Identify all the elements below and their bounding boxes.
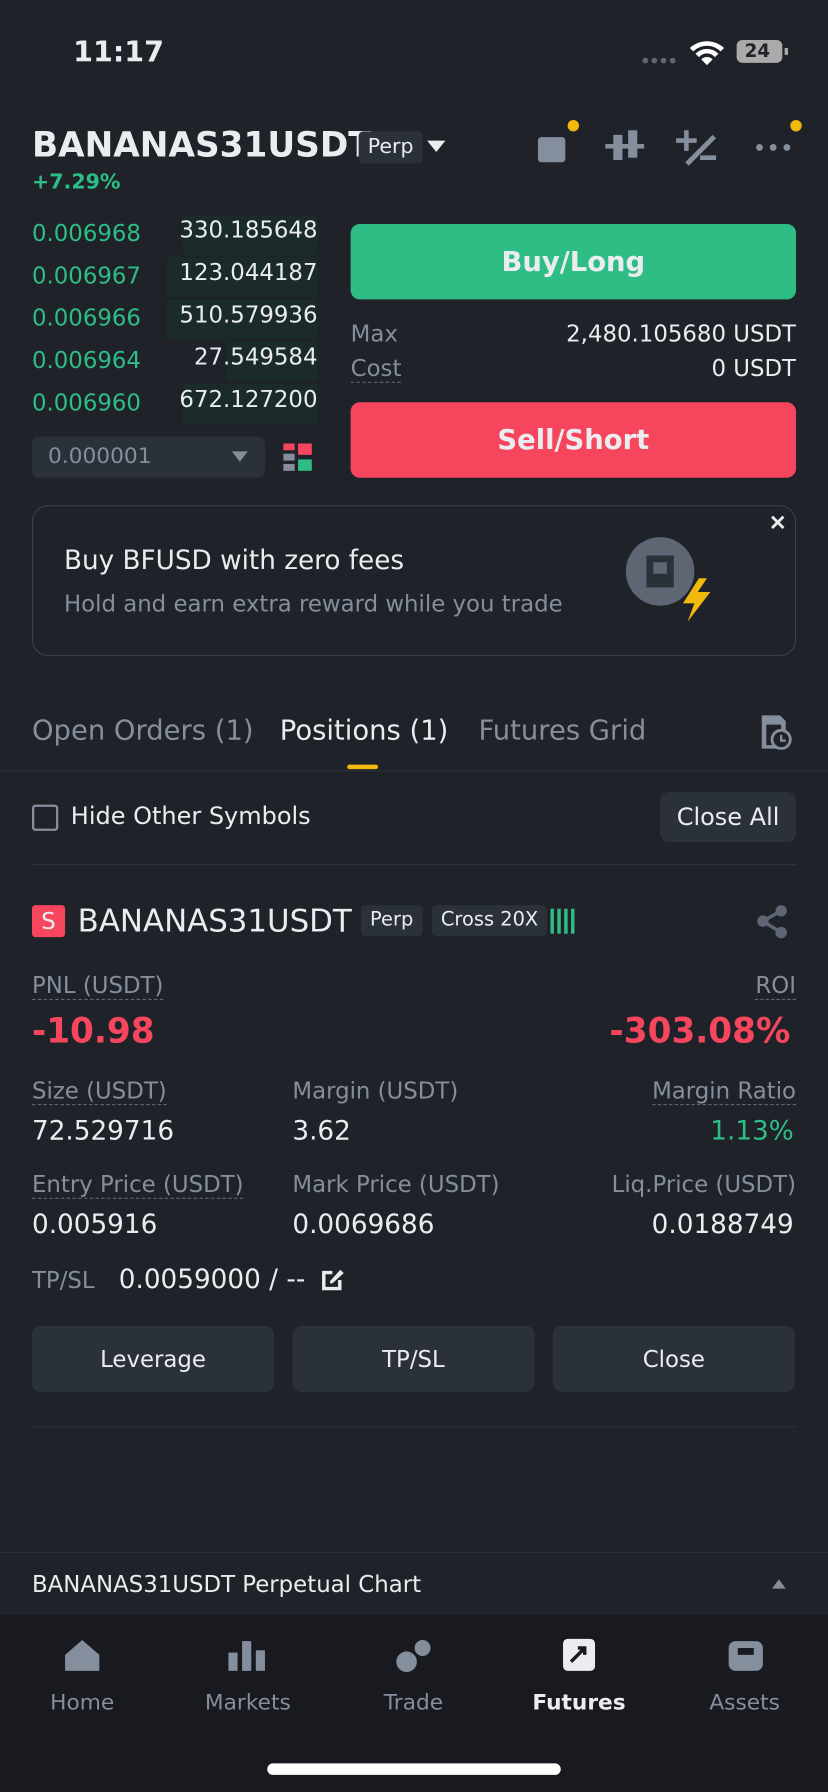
nav-bar (0, 1614, 828, 1792)
margin-ratio: 1.13% (710, 1116, 794, 1147)
banner-art (625, 515, 785, 622)
buy-button[interactable]: Buy/Long (350, 224, 797, 300)
margin-label: Margin (USDT) (292, 1076, 459, 1105)
battery: 24 (744, 40, 771, 62)
checkbox[interactable] (31, 804, 59, 831)
sell-button[interactable]: Sell/Short (350, 402, 797, 478)
nav-label[interactable]: Assets (709, 1690, 780, 1716)
chart-bar-label[interactable]: BANANAS31USDT Perpetual Chart (31, 1570, 422, 1598)
roi-label: ROI (755, 971, 797, 1001)
depth-bar (182, 384, 318, 425)
mark: 0.0069686 (292, 1210, 435, 1241)
tick-select[interactable] (31, 436, 265, 478)
header-icons[interactable] (531, 117, 811, 174)
history-icon[interactable] (758, 713, 792, 750)
divider (0, 770, 828, 772)
size: 72.529716 (31, 1116, 175, 1147)
edit-icon[interactable] (320, 1266, 345, 1291)
price-change: +7.29% (31, 170, 121, 195)
banner[interactable] (31, 505, 797, 657)
bid-price: 0.006967 (31, 261, 141, 290)
max-value: 2,480.105680 USDT (566, 320, 797, 348)
depth-bar (166, 257, 318, 298)
divider (0, 1552, 828, 1554)
size-label: Size (USDT) (31, 1076, 167, 1106)
divider (31, 1426, 797, 1428)
chart-caret[interactable] (771, 1578, 787, 1589)
bid-price: 0.006960 (31, 388, 141, 417)
tab[interactable]: Open Orders (1) (31, 714, 254, 747)
close-all[interactable]: Close All (660, 792, 797, 843)
tab-active[interactable]: Positions (1) (279, 714, 449, 747)
bid-price: 0.006964 (31, 346, 141, 374)
bid-amount: 27.549584 (193, 342, 318, 371)
depth-bar (166, 299, 318, 340)
book-layout[interactable] (283, 443, 313, 473)
tpsl: 0.0059000 / -- (118, 1265, 306, 1295)
divider (31, 864, 797, 866)
bid-price: 0.006968 (31, 219, 141, 247)
pnl-label: PNL (USDT) (31, 971, 164, 1001)
position-symbol: BANANAS31USDT (77, 904, 352, 940)
nav-label[interactable]: Markets (204, 1690, 291, 1716)
margin-mode: Cross 20X (431, 905, 548, 937)
margin-ratio-label: Margin Ratio (652, 1076, 797, 1106)
mark-label: Mark Price (USDT) (292, 1170, 500, 1198)
tab-indicator (347, 764, 379, 770)
bid-amount: 672.127200 (179, 385, 318, 413)
time: 11:17 (73, 35, 164, 69)
cost-label: Cost (350, 354, 402, 383)
nav-label[interactable]: Futures (532, 1690, 626, 1716)
margin: 3.62 (292, 1116, 351, 1147)
banner-title: Buy BFUSD with zero fees (63, 546, 405, 577)
liq-label: Liq.Price (USDT) (611, 1170, 797, 1198)
symbol[interactable]: BANANAS31USDT (31, 125, 372, 166)
action-button[interactable]: Close (552, 1325, 795, 1393)
tick-size: 0.000001 (47, 443, 152, 469)
max-label: Max (350, 320, 398, 348)
status-icons (642, 40, 789, 66)
nav-label[interactable]: Home (50, 1690, 115, 1716)
cost-value: 0 USDT (711, 354, 797, 382)
nav-label[interactable]: Trade (383, 1690, 444, 1716)
bid-price: 0.006966 (31, 304, 141, 332)
hide-label: Hide Other Symbols (70, 802, 311, 830)
liq: 0.0188749 (651, 1210, 794, 1241)
contract-badge: Perp (360, 905, 423, 937)
share-icon[interactable] (756, 905, 790, 939)
home-indicator (267, 1763, 561, 1775)
bid-amount: 330.185648 (179, 216, 318, 244)
pnl: -10.98 (31, 1011, 155, 1052)
bid-amount: 510.579936 (179, 300, 318, 329)
action-button[interactable]: Leverage (31, 1325, 275, 1393)
banner-subtitle: Hold and earn extra reward while you tra… (63, 589, 563, 618)
tpsl-label: TP/SL (31, 1266, 95, 1294)
action-button[interactable]: TP/SL (292, 1325, 535, 1393)
entry: 0.005916 (31, 1210, 158, 1241)
depth-bar (226, 341, 318, 382)
depth-bar (182, 214, 318, 255)
tick-caret (231, 451, 248, 462)
adl-indicator (550, 908, 575, 934)
side-badge: S (31, 905, 66, 938)
roi: -303.08% (609, 1011, 791, 1052)
nav-icons (65, 1638, 763, 1673)
contract-badge: Perp (358, 131, 423, 164)
tab[interactable]: Futures Grid (478, 714, 647, 747)
caret[interactable] (425, 138, 448, 154)
bid-amount: 123.044187 (179, 258, 318, 286)
entry-label: Entry Price (USDT) (31, 1170, 244, 1199)
